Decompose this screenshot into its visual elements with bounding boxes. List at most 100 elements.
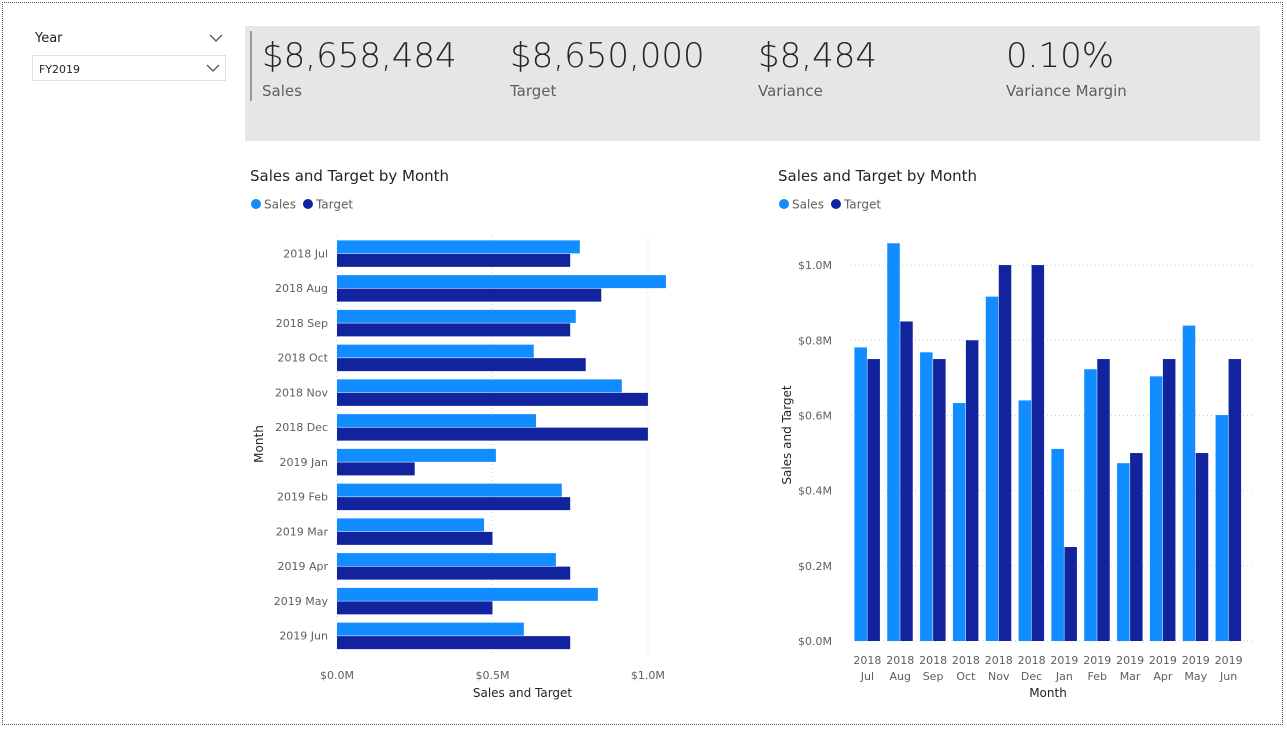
- bar: [1215, 415, 1229, 641]
- bar: [1162, 359, 1176, 641]
- bar: [337, 448, 496, 462]
- y-tick-label: 2019 Jun: [279, 630, 328, 643]
- y-tick-label: 2018 Dec: [275, 421, 328, 434]
- y-tick-label: 2018 Nov: [275, 386, 328, 399]
- x-tick-label: 2019 Mar: [1116, 654, 1145, 683]
- bar: [998, 265, 1012, 641]
- y-tick-label: 2019 Apr: [277, 560, 328, 573]
- bar: [1149, 376, 1163, 641]
- bar: [1018, 400, 1032, 641]
- y-tick-label: 2019 Mar: [276, 525, 329, 538]
- x-tick-label: 2018 Dec: [1017, 654, 1046, 683]
- x-tick-label: 2018 Jul: [853, 654, 882, 683]
- bar: [337, 462, 415, 476]
- bar: [337, 414, 536, 428]
- y-axis-title: Sales and Target: [780, 385, 794, 485]
- bar: [337, 601, 493, 615]
- x-tick-label: 2018 Aug: [886, 654, 915, 683]
- bar: [337, 483, 562, 497]
- bar: [952, 403, 966, 641]
- x-tick-label: $0.5M: [475, 669, 509, 682]
- bar: [887, 243, 900, 641]
- bar: [337, 253, 571, 267]
- bar: [337, 323, 571, 337]
- bar: [337, 275, 666, 289]
- slicer-label: Year: [35, 31, 63, 46]
- y-tick-label: 2018 Aug: [275, 282, 328, 295]
- bar: [900, 321, 913, 641]
- x-axis-title: Month: [1029, 686, 1067, 700]
- bar: [337, 531, 493, 545]
- bar: [337, 553, 556, 567]
- bar: [337, 518, 485, 532]
- bar: [1064, 547, 1077, 641]
- x-tick-label: 2019 Jun: [1214, 654, 1243, 683]
- bar: [985, 296, 999, 641]
- slicer-selected: FY2019: [39, 63, 81, 76]
- bar: [854, 347, 867, 641]
- x-tick-label: 2019 Apr: [1148, 654, 1177, 683]
- bar: [337, 622, 524, 636]
- bar: [1195, 453, 1209, 641]
- bar: [965, 340, 979, 641]
- y-tick-label: 2019 Jan: [280, 456, 328, 469]
- card-label: Variance: [758, 82, 823, 100]
- bar: [1228, 359, 1242, 641]
- card-value: $8,658,484: [262, 36, 457, 76]
- legend-marker: [779, 199, 789, 209]
- y-tick-label: $0.8M: [798, 334, 832, 347]
- slicer-collapse[interactable]: [208, 30, 224, 46]
- card-value: 0.10%: [1006, 36, 1115, 76]
- x-tick-label: 2018 Nov: [984, 654, 1013, 683]
- bar: [1084, 369, 1097, 641]
- chart-title: Sales and Target by Month: [250, 167, 449, 185]
- legend-label: Target: [315, 198, 353, 212]
- bar: [1097, 359, 1110, 641]
- y-tick-label: $0.2M: [798, 560, 832, 573]
- legend-marker: [302, 199, 313, 209]
- x-tick-label: 2018 Sep: [919, 654, 948, 683]
- y-tick-label: $0.6M: [798, 409, 832, 422]
- y-tick-label: 2019 May: [274, 595, 329, 608]
- bar: [337, 392, 648, 406]
- y-tick-label: $1.0M: [798, 259, 832, 272]
- bar: [337, 358, 586, 372]
- card-label: Target: [510, 82, 557, 100]
- x-tick-label: $0.0M: [320, 669, 354, 682]
- legend-marker: [251, 199, 261, 209]
- bar: [337, 344, 534, 358]
- card-label: Sales: [262, 82, 302, 100]
- bar: [337, 636, 571, 650]
- y-tick-label: $0.0M: [798, 635, 832, 648]
- x-tick-label: 2019 Jan: [1050, 654, 1079, 683]
- bar: [1031, 265, 1045, 641]
- y-tick-label: $0.4M: [798, 485, 832, 498]
- y-axis-title: Month: [252, 425, 266, 463]
- x-tick-label: 2018 Oct: [951, 654, 980, 683]
- bar: [337, 587, 598, 601]
- bar: [337, 309, 576, 323]
- bar: [1130, 453, 1143, 641]
- x-tick-label: $1.0M: [631, 669, 665, 682]
- kpi-accent: [250, 31, 252, 101]
- bar: [1182, 325, 1196, 641]
- card-value: $8,484: [758, 36, 877, 76]
- kpi-panel: [245, 26, 1260, 141]
- bar: [1117, 463, 1130, 641]
- legend-label: Sales: [264, 198, 296, 212]
- legend-marker: [830, 199, 841, 209]
- y-tick-label: 2018 Jul: [283, 247, 328, 260]
- bar: [337, 566, 571, 580]
- bar: [337, 497, 571, 511]
- bar: [337, 379, 622, 393]
- bar: [933, 359, 946, 641]
- y-tick-label: 2019 Feb: [277, 491, 328, 504]
- x-tick-label: 2019 May: [1181, 654, 1210, 683]
- slicer-dropdown[interactable]: FY2019: [32, 55, 226, 81]
- bar: [1051, 448, 1064, 641]
- card-value: $8,650,000: [510, 36, 705, 76]
- y-tick-label: 2018 Sep: [276, 317, 328, 330]
- x-axis-title: Sales and Target: [473, 686, 573, 700]
